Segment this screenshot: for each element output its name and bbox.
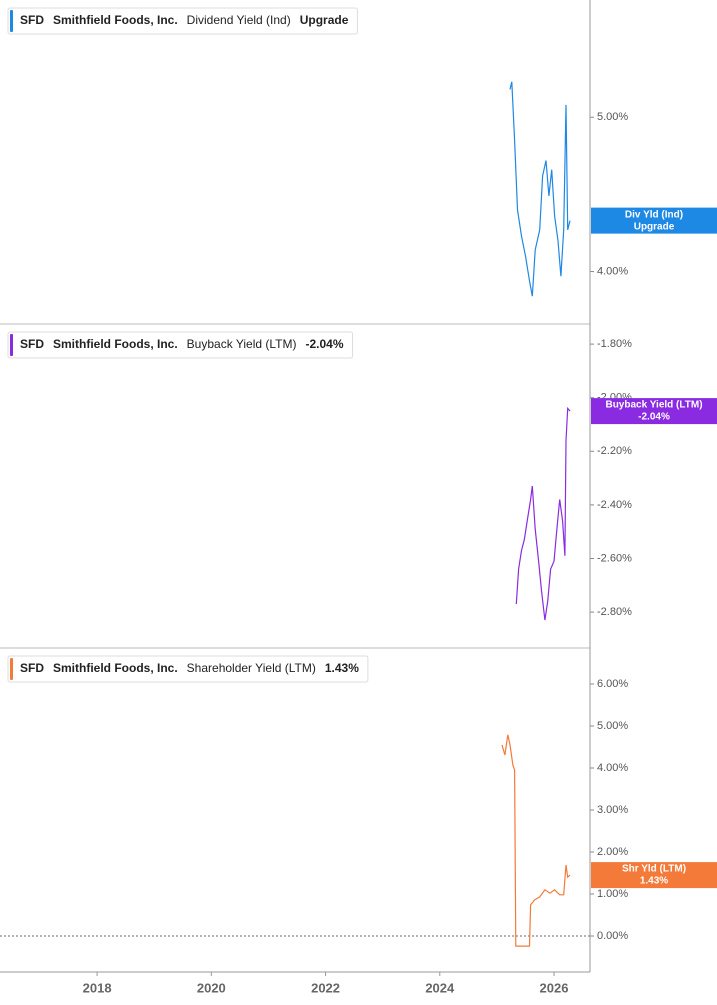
y-tick-label: 5.00% xyxy=(597,720,628,732)
x-tick-label: 2026 xyxy=(540,980,569,995)
ticker: SFD xyxy=(20,661,44,675)
value-tag-label: Shr Yld (LTM) xyxy=(622,864,686,875)
y-tick-label: 2.00% xyxy=(597,846,628,858)
value-tag xyxy=(591,207,717,234)
header-value: 1.43% xyxy=(325,661,359,675)
company-name: Smithfield Foods, Inc. xyxy=(53,13,178,27)
value-tag xyxy=(591,862,717,889)
data-line xyxy=(515,406,571,621)
company-name: Smithfield Foods, Inc. xyxy=(53,337,178,351)
legend-box xyxy=(7,331,354,359)
value-tag-value: Upgrade xyxy=(634,221,675,232)
y-tick-label: -2.40% xyxy=(597,499,632,511)
y-tick-label: 0.00% xyxy=(597,930,628,942)
value-tag-value: 1.43% xyxy=(640,876,668,887)
header-value: Upgrade xyxy=(300,13,349,27)
legend-swatch xyxy=(10,334,13,356)
y-tick-label: 4.00% xyxy=(597,762,628,774)
x-tick-label: 2024 xyxy=(425,980,455,995)
legend-box xyxy=(7,7,358,35)
x-tick-label: 2022 xyxy=(311,980,340,995)
legend-series-name: Dividend Yield (Ind) xyxy=(187,13,291,27)
legend-series-name: Buyback Yield (LTM) xyxy=(187,337,297,351)
legend: SFD Smithfield Foods, Inc. Buyback Yield (… xyxy=(7,331,354,359)
value-tag-label: Buyback Yield (LTM) xyxy=(605,400,702,411)
ticker: SFD xyxy=(20,337,44,351)
value-tag xyxy=(591,398,717,425)
legend-swatch xyxy=(10,10,13,32)
value-tag-value: -2.04% xyxy=(638,412,670,423)
legend-swatch xyxy=(10,658,13,680)
y-tick-label: 4.00% xyxy=(597,265,628,277)
company-name: Smithfield Foods, Inc. xyxy=(53,661,178,675)
y-tick-label: 6.00% xyxy=(597,678,628,690)
y-tick-label: 1.00% xyxy=(597,888,628,900)
data-line xyxy=(509,81,571,297)
data-line xyxy=(501,734,571,947)
y-tick-label: -2.60% xyxy=(597,552,632,564)
y-tick-label: -1.80% xyxy=(597,338,632,350)
legend-box xyxy=(7,655,369,683)
legend: SFD Smithfield Foods, Inc. Shareholder Yie… xyxy=(7,655,369,683)
header-value: -2.04% xyxy=(306,337,344,351)
y-tick-label: 3.00% xyxy=(597,804,628,816)
y-tick-label: -2.80% xyxy=(597,606,632,618)
x-tick-label: 2020 xyxy=(197,980,226,995)
legend: SFD Smithfield Foods, Inc. Dividend Yield … xyxy=(7,7,358,35)
y-tick-label: 5.00% xyxy=(597,111,628,123)
y-tick-label: -2.20% xyxy=(597,445,632,457)
ticker: SFD xyxy=(20,13,44,27)
value-tag-label: Div Yld (Ind) xyxy=(625,209,683,220)
x-tick-label: 2018 xyxy=(83,980,112,995)
legend-series-name: Shareholder Yield (LTM) xyxy=(187,661,316,675)
